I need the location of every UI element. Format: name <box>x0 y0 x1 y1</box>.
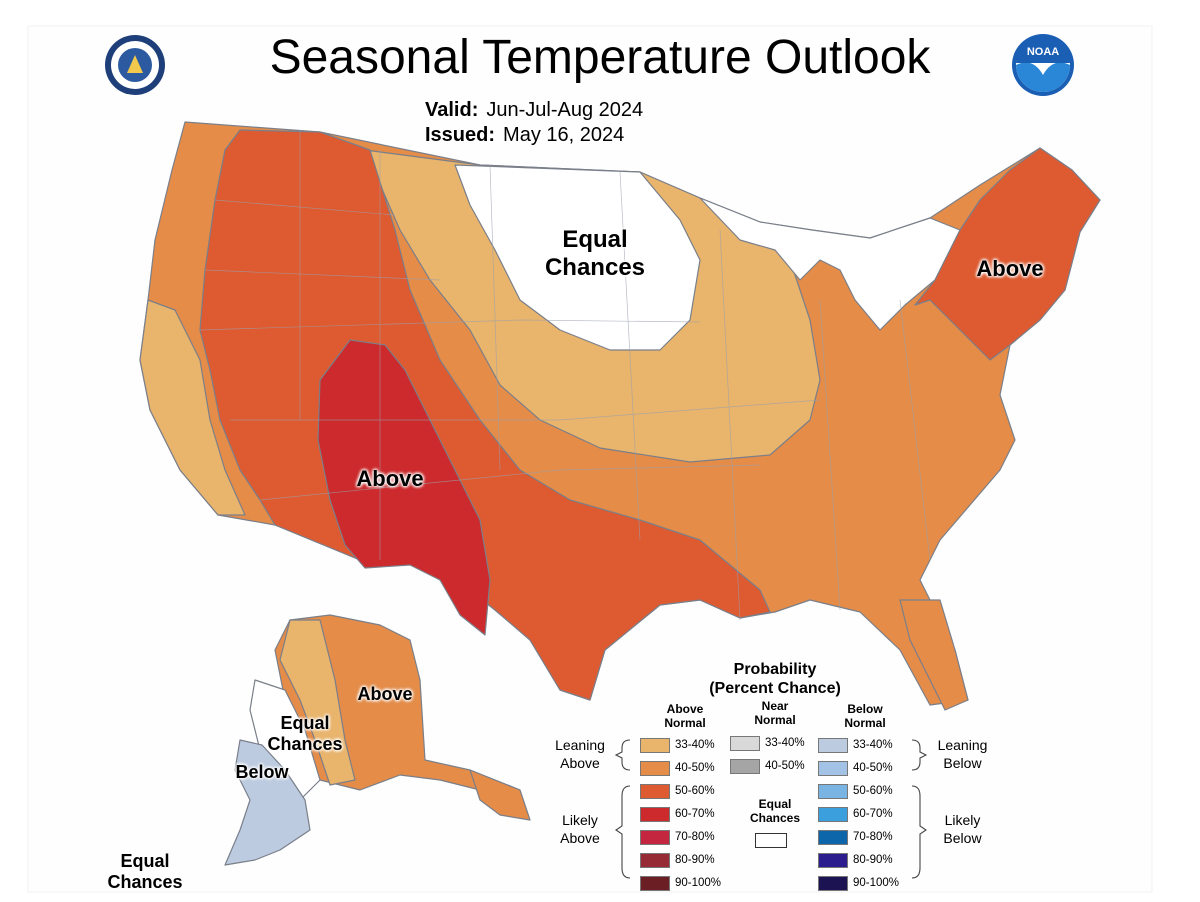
conus-equal-chances-region <box>454 164 701 351</box>
legend-title: Probability (Percent Chance) <box>709 661 841 698</box>
noaa-logo: NOAA <box>1012 34 1074 96</box>
below-normal-swatch <box>818 853 848 868</box>
issued-label: Issued: <box>425 124 496 146</box>
likely-below-label: Likely Below <box>943 812 982 846</box>
conus-map <box>139 121 1101 711</box>
above-normal-swatch-label: 33-40% <box>675 739 715 751</box>
near-normal-swatch <box>730 759 760 774</box>
noaa-logo-text: NOAA <box>1027 46 1059 58</box>
likely-above-label: Likely Above <box>560 812 600 846</box>
above-normal-swatch-label: 80-90% <box>675 854 715 866</box>
below-normal-swatch-label: 80-90% <box>853 854 893 866</box>
alaska-below-label: Below <box>235 762 289 782</box>
southwest-above-label: Above <box>356 466 424 491</box>
equal-chances-swatch <box>755 833 787 848</box>
above-normal-swatch-label: 40-50% <box>675 762 715 774</box>
above-normal-swatch <box>640 876 670 891</box>
valid-label: Valid: <box>425 99 479 121</box>
below-normal-swatch-label: 60-70% <box>853 808 893 820</box>
commerce-seal-logo <box>105 35 165 95</box>
west-likely-above <box>199 129 771 701</box>
above-normal-swatch-label: 50-60% <box>675 785 715 797</box>
below-normal-swatch <box>818 876 848 891</box>
below-normal-header: Below Normal <box>844 702 886 730</box>
above-normal-swatch <box>640 738 670 753</box>
page-title: Seasonal Temperature Outlook <box>269 31 931 84</box>
alaska-below <box>224 739 311 866</box>
equal-chances-legend-label: Equal Chances <box>749 797 801 825</box>
below-normal-swatch-label: 70-80% <box>853 831 893 843</box>
northeast-above-label: Above <box>976 256 1044 281</box>
above-normal-header: Above Normal <box>664 702 706 730</box>
above-normal-swatch-label: 60-70% <box>675 808 715 820</box>
valid-line: Valid: Jun-Jul-Aug 2024 <box>425 99 643 122</box>
below-normal-swatch-label: 40-50% <box>853 762 893 774</box>
below-normal-swatch <box>818 738 848 753</box>
conus-equal-chances-label: Equal Chances <box>544 226 646 281</box>
valid-value: Jun-Jul-Aug 2024 <box>486 99 644 121</box>
below-normal-swatch-label: 50-60% <box>853 785 893 797</box>
great-lakes <box>699 197 961 331</box>
near-normal-swatch <box>730 736 760 751</box>
aleutian-equal-chances-label: Equal Chances <box>107 851 183 892</box>
alaska-above-label: Above <box>357 684 413 704</box>
above-normal-swatch <box>640 784 670 799</box>
issued-value: May 16, 2024 <box>503 124 625 146</box>
above-normal-swatch <box>640 761 670 776</box>
near-normal-swatch-label: 40-50% <box>765 760 805 772</box>
alaska-map <box>224 614 531 866</box>
leaning-above-label: Leaning Above <box>555 737 605 771</box>
below-normal-swatch-label: 90-100% <box>853 877 900 889</box>
above-normal-swatch-label: 70-80% <box>675 831 715 843</box>
alaska-panhandle <box>469 769 531 821</box>
northeast-likely-above <box>914 147 1101 361</box>
alaska-leaning <box>279 619 356 786</box>
near-normal-swatch-label: 33-40% <box>765 737 805 749</box>
above-normal-swatch-label: 90-100% <box>675 877 722 889</box>
west-coast-leaning <box>139 299 246 516</box>
above-normal-swatch <box>640 853 670 868</box>
leaning-below-label: Leaning Below <box>937 737 988 771</box>
below-normal-swatch-label: 33-40% <box>853 739 893 751</box>
below-normal-swatch <box>818 807 848 822</box>
below-normal-swatch <box>818 761 848 776</box>
issued-line: Issued: May 16, 2024 <box>425 124 624 147</box>
below-normal-swatch <box>818 784 848 799</box>
florida <box>899 599 969 711</box>
above-normal-swatch <box>640 807 670 822</box>
southwest-core <box>317 339 491 636</box>
below-normal-swatch <box>818 830 848 845</box>
above-normal-swatch <box>640 830 670 845</box>
alaska-equal-chances-label: Equal Chances <box>267 713 343 754</box>
near-normal-header: Near Normal <box>754 699 796 727</box>
